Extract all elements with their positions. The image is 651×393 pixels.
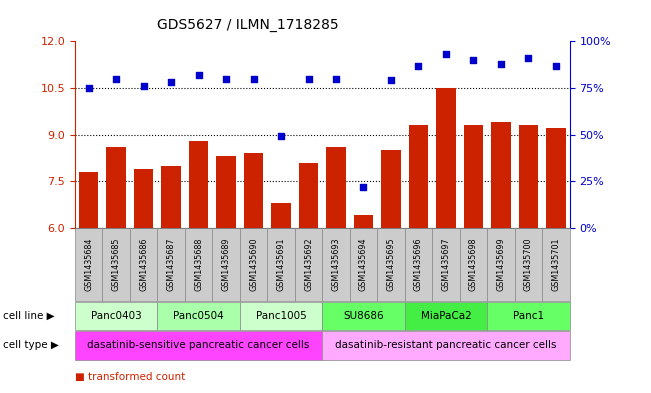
Point [413,62,424,69]
Point [276,133,286,140]
Text: dasatinib-sensitive pancreatic cancer cells: dasatinib-sensitive pancreatic cancer ce… [87,340,310,351]
Bar [107,147,126,228]
Bar [354,215,373,228]
Text: GSM1435684: GSM1435684 [84,238,93,291]
Text: cell type ▶: cell type ▶ [3,340,59,351]
Text: GSM1435686: GSM1435686 [139,238,148,291]
Point [441,51,451,57]
Point [303,75,314,82]
Text: GSM1435698: GSM1435698 [469,237,478,291]
Bar [464,125,483,228]
Point [83,85,94,91]
Text: GSM1435697: GSM1435697 [441,237,450,291]
Text: dasatinib-resistant pancreatic cancer cells: dasatinib-resistant pancreatic cancer ce… [335,340,557,351]
Text: GSM1435696: GSM1435696 [414,237,423,291]
Text: ■ transformed count: ■ transformed count [75,372,185,382]
Bar [519,125,538,228]
Text: GSM1435692: GSM1435692 [304,237,313,291]
Text: Panc0403: Panc0403 [90,311,141,321]
Point [495,61,506,67]
Text: cell line ▶: cell line ▶ [3,311,55,321]
Text: GSM1435687: GSM1435687 [167,237,176,291]
Bar [326,147,346,228]
Bar [271,203,290,228]
Text: Panc1005: Panc1005 [256,311,307,321]
Bar [436,88,456,228]
Bar [189,141,208,228]
Bar [244,153,263,228]
Point [193,72,204,78]
Text: GSM1435689: GSM1435689 [221,237,230,291]
Bar [492,122,510,228]
Text: Panc1: Panc1 [513,311,544,321]
Text: GSM1435688: GSM1435688 [194,238,203,291]
Bar [134,169,153,228]
Point [248,75,258,82]
Text: GSM1435700: GSM1435700 [524,237,533,291]
Bar [161,166,181,228]
Point [166,79,176,85]
Text: GSM1435695: GSM1435695 [387,237,395,291]
Text: GSM1435691: GSM1435691 [277,237,286,291]
Text: GSM1435699: GSM1435699 [497,237,505,291]
Text: GSM1435693: GSM1435693 [331,237,340,291]
Point [358,184,368,190]
Text: GSM1435685: GSM1435685 [111,237,120,291]
Text: GDS5627 / ILMN_1718285: GDS5627 / ILMN_1718285 [157,18,338,32]
Text: GSM1435690: GSM1435690 [249,237,258,291]
Text: SU8686: SU8686 [343,311,384,321]
Bar [216,156,236,228]
Bar [381,150,400,228]
Text: GSM1435694: GSM1435694 [359,237,368,291]
Bar [409,125,428,228]
Point [221,75,231,82]
Text: GSM1435701: GSM1435701 [551,237,561,291]
Point [468,57,478,63]
Point [551,62,561,69]
Point [331,75,341,82]
Point [111,75,121,82]
Bar [79,172,98,228]
Bar [546,129,566,228]
Text: Panc0504: Panc0504 [173,311,224,321]
Point [139,83,149,89]
Text: MiaPaCa2: MiaPaCa2 [421,311,471,321]
Point [523,55,534,61]
Bar [299,163,318,228]
Point [386,77,396,84]
